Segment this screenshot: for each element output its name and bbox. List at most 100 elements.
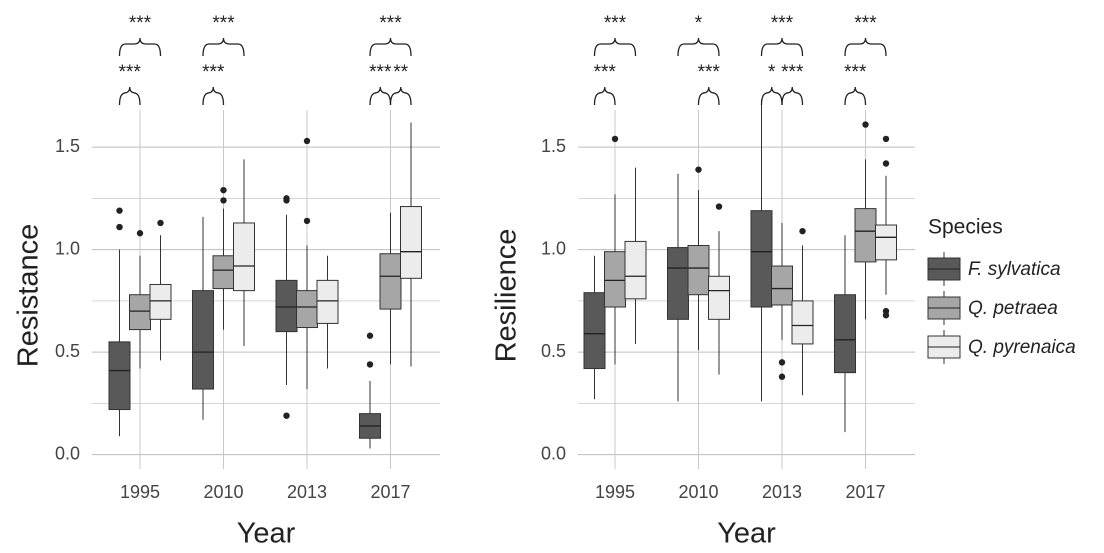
outlier [303, 137, 311, 145]
box [583, 292, 606, 370]
outlier [715, 203, 723, 210]
significance-bracket [369, 86, 392, 106]
outlier [366, 332, 374, 339]
outlier [303, 217, 311, 225]
significance-bracket [593, 86, 616, 106]
significance-label: *** [604, 13, 627, 34]
significance-label: *** [119, 62, 142, 83]
significance-label: *** [129, 13, 152, 34]
legend-label: Q. petraea [968, 298, 1058, 319]
x-tick-label: 2017 [845, 482, 885, 502]
y-tick-label: 0.0 [541, 443, 566, 463]
x-tick-label: 1995 [120, 482, 160, 502]
outlier [220, 186, 227, 194]
box [212, 255, 235, 290]
significance-label: * [695, 13, 703, 34]
y-axis-label: Resilience [491, 229, 523, 363]
box [149, 283, 172, 320]
significance-bracket [760, 37, 804, 57]
outlier [862, 121, 869, 128]
box [379, 253, 402, 310]
box [771, 265, 793, 306]
box [667, 247, 689, 320]
significance-label: *** [854, 13, 877, 34]
outlier [611, 135, 619, 143]
box [316, 279, 339, 324]
outlier [882, 307, 890, 315]
legend-title: Species [928, 216, 1003, 239]
outlier [882, 135, 890, 143]
significance-bracket [118, 37, 162, 57]
outlier [778, 359, 786, 366]
significance-bracket [389, 86, 412, 106]
box [233, 222, 255, 292]
significance-bracket [118, 86, 141, 106]
y-axis-label: Resistance [13, 224, 45, 367]
significance-bracket [760, 86, 783, 106]
box [791, 300, 814, 345]
outlier [882, 160, 890, 167]
significance-label: *** [369, 62, 392, 83]
outlier [695, 166, 702, 173]
outlier [136, 230, 144, 237]
box [687, 245, 710, 296]
significance-label: *** [698, 62, 721, 83]
significance-bracket [844, 86, 867, 106]
box [854, 208, 877, 263]
significance-bracket [202, 37, 245, 57]
outlier [283, 195, 290, 202]
x-axis-label: Year [717, 518, 776, 550]
significance-label: *** [202, 62, 225, 83]
box [875, 224, 897, 261]
box [750, 210, 773, 308]
significance-label: *** [212, 13, 235, 34]
box [624, 240, 647, 300]
significance-bracket [677, 37, 720, 57]
y-tick-label: 0.5 [55, 341, 80, 361]
outlier [283, 412, 290, 419]
significance-label: *** [771, 13, 794, 34]
significance-bracket [593, 37, 637, 57]
x-tick-label: 1995 [595, 482, 635, 502]
significance-bracket [781, 86, 804, 106]
x-axis-label: Year [237, 518, 296, 550]
significance-label: * [768, 62, 776, 83]
box [108, 341, 131, 411]
outlier [116, 223, 123, 231]
outlier [778, 373, 786, 380]
outlier [157, 219, 164, 227]
y-tick-label: 1.0 [55, 238, 80, 258]
significance-label: *** [781, 62, 804, 83]
box [834, 294, 856, 374]
significance-bracket [697, 86, 720, 106]
x-tick-label: 2013 [762, 482, 802, 502]
significance-label: *** [594, 62, 617, 83]
y-tick-label: 0.5 [541, 341, 566, 361]
legend-label: F. sylvatica [968, 259, 1061, 280]
outlier [116, 207, 123, 214]
outlier [366, 361, 374, 368]
significance-label: *** [379, 13, 402, 34]
x-tick-label: 2013 [287, 482, 327, 502]
outlier [799, 227, 806, 235]
x-tick-label: 2010 [203, 482, 243, 502]
y-tick-label: 1.5 [541, 136, 566, 156]
y-tick-label: 1.5 [55, 136, 80, 156]
box [275, 279, 298, 333]
box [192, 290, 214, 390]
significance-label: *** [844, 62, 867, 83]
y-tick-label: 0.0 [55, 443, 80, 463]
significance-label: ** [393, 62, 408, 83]
significance-bracket [202, 86, 225, 106]
box [604, 251, 626, 308]
box [400, 206, 422, 279]
x-tick-label: 2017 [370, 482, 410, 502]
significance-bracket [844, 37, 887, 57]
box [129, 294, 151, 331]
legend-label: Q. pyrenaica [968, 337, 1076, 358]
box [296, 290, 318, 329]
box [708, 275, 730, 320]
x-tick-label: 2010 [678, 482, 718, 502]
significance-bracket [369, 37, 412, 57]
